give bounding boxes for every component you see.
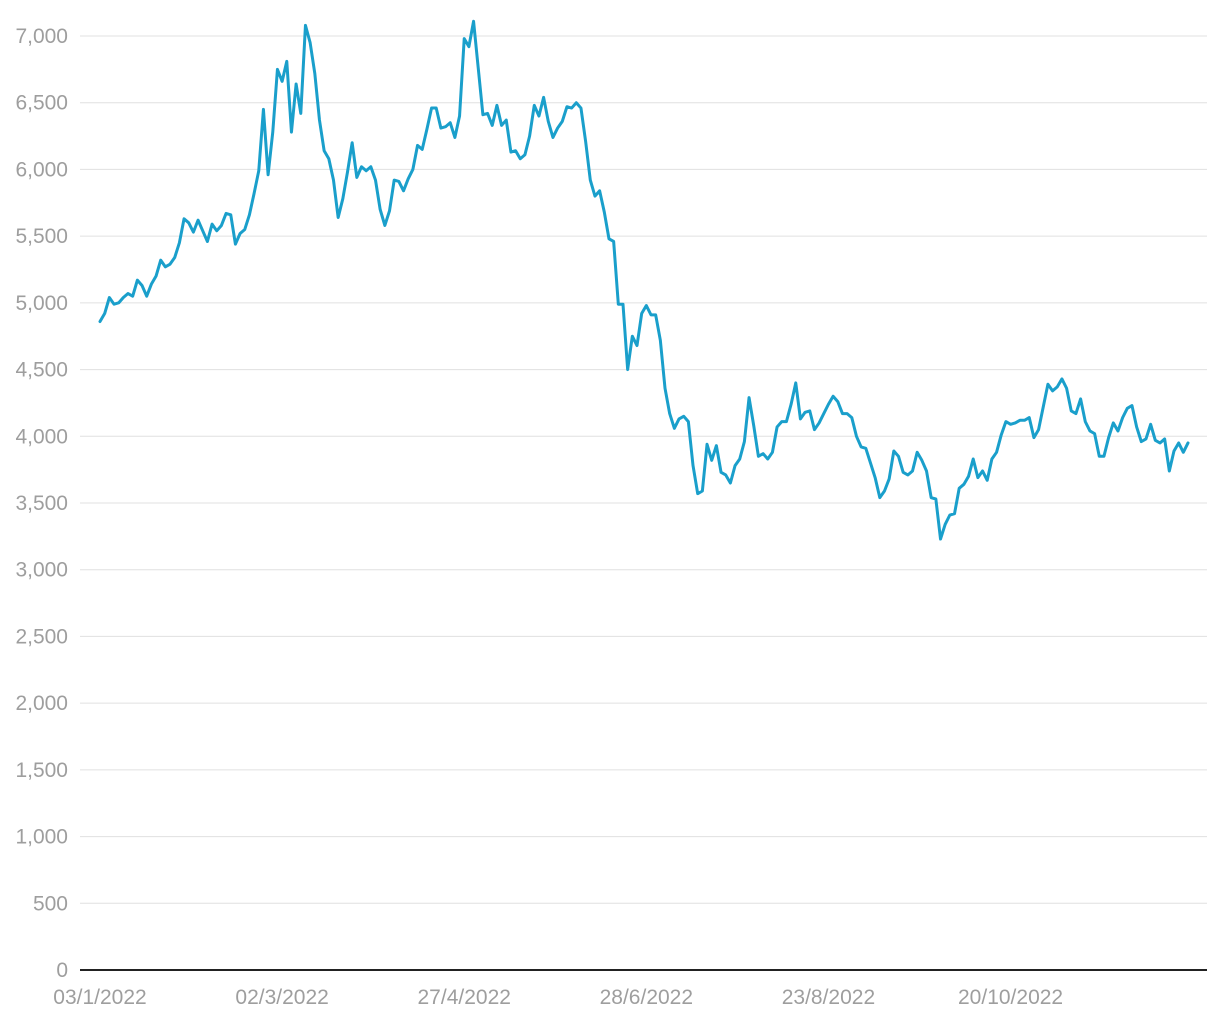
y-tick-label: 3,000	[15, 559, 68, 582]
y-tick-label: 4,500	[15, 359, 68, 382]
y-tick-label: 500	[33, 892, 68, 915]
y-tick-label: 2,000	[15, 692, 68, 715]
x-axis-ticks: 03/1/2022 02/3/2022 27/4/2022 28/6/2022 23/8…	[53, 986, 1063, 1009]
y-tick-label: 6,000	[15, 158, 68, 181]
y-tick-label: 1,000	[15, 826, 68, 849]
x-tick-label: 20/10/2022	[958, 986, 1063, 1009]
series-line	[98, 19, 1190, 541]
x-tick-label: 02/3/2022	[235, 986, 328, 1009]
y-axis-ticks: 0 500 1,000 1,500 2,000 2,500 3,000 3,500 4,000 4…	[15, 25, 68, 982]
y-tick-label: 3,500	[15, 492, 68, 515]
x-tick-label: 23/8/2022	[782, 986, 875, 1009]
x-tick-label: 03/1/2022	[53, 986, 146, 1009]
x-tick-label: 27/4/2022	[418, 986, 511, 1009]
y-tick-label: 1,500	[15, 759, 68, 782]
y-tick-label: 5,500	[15, 225, 68, 248]
y-tick-label: 2,500	[15, 625, 68, 648]
gridlines	[80, 35, 1207, 904]
x-tick-label: 28/6/2022	[600, 986, 693, 1009]
y-tick-label: 4,000	[15, 425, 68, 448]
y-tick-label: 0	[56, 959, 68, 982]
y-tick-label: 6,500	[15, 92, 68, 115]
series-layer	[98, 19, 1190, 541]
y-tick-label: 5,000	[15, 292, 68, 315]
y-tick-label: 7,000	[15, 25, 68, 48]
